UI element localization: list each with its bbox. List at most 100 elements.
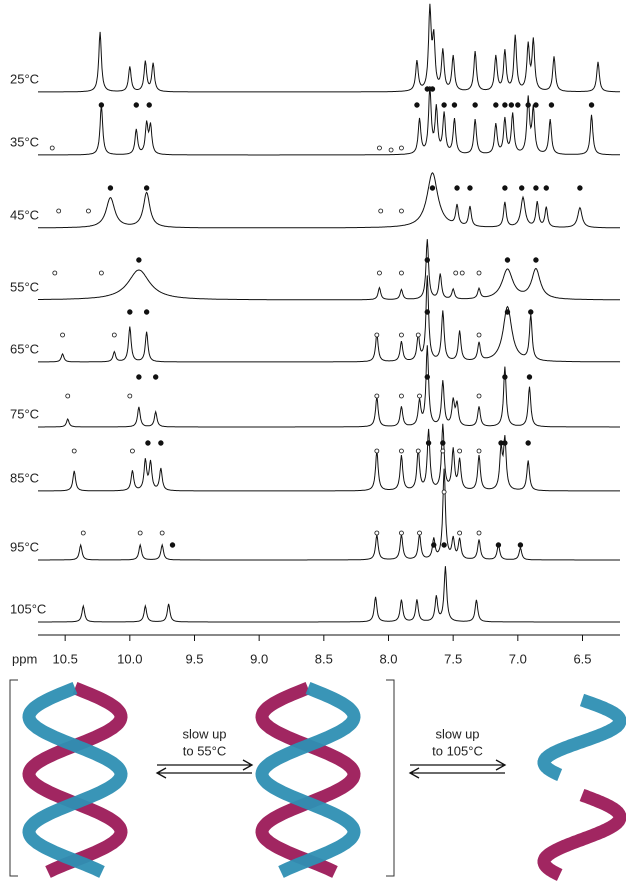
filled-marker [145, 440, 151, 446]
arrow [408, 767, 505, 779]
filled-marker [98, 102, 105, 108]
filled-marker [146, 102, 152, 108]
temperature-label: 85°C [10, 470, 39, 485]
temperature-label: 45°C [10, 207, 39, 222]
open-marker [399, 208, 404, 214]
temperature-label: 55°C [10, 279, 39, 294]
helix-strand [537, 788, 626, 881]
spectrum [38, 468, 620, 561]
filled-marker [543, 185, 549, 191]
filled-marker [425, 440, 432, 446]
spectrum [38, 345, 620, 428]
filled-marker [467, 185, 473, 191]
open-marker [399, 530, 404, 536]
helix-strand [22, 681, 128, 878]
filled-marker [502, 102, 508, 108]
filled-marker [143, 185, 150, 191]
open-marker [377, 270, 382, 276]
open-marker [399, 448, 404, 454]
open-marker [399, 393, 404, 399]
open-marker [415, 332, 421, 338]
spectrum [38, 275, 621, 363]
filled-marker [133, 102, 139, 108]
open-marker [476, 448, 482, 454]
filled-marker [136, 374, 142, 380]
filled-marker [533, 185, 539, 191]
filled-marker [158, 440, 164, 446]
filled-marker [526, 374, 533, 380]
open-marker [111, 332, 117, 338]
temperature-label: 105°C [10, 601, 46, 616]
open-marker [399, 270, 404, 276]
filled-marker [533, 257, 539, 263]
spectrum [38, 423, 620, 492]
arrow [410, 759, 507, 771]
x-tick-label: 10.5 [53, 651, 78, 666]
open-marker [71, 448, 77, 454]
open-marker [399, 145, 404, 151]
arrow-label: to 105°C [432, 743, 483, 758]
spectrum [38, 85, 620, 156]
filled-marker [424, 257, 430, 263]
open-marker [476, 270, 482, 276]
open-marker [459, 270, 465, 276]
open-marker [127, 393, 133, 399]
x-tick-label: 9.5 [185, 651, 203, 666]
filled-marker [169, 542, 176, 548]
open-marker [374, 530, 380, 536]
filled-marker [504, 257, 511, 263]
filled-marker [493, 102, 499, 108]
spectrum [38, 3, 621, 93]
filled-marker [548, 102, 555, 108]
axis-label: ppm [12, 651, 37, 666]
open-marker [159, 530, 165, 536]
spectrum [38, 172, 620, 229]
filled-marker [515, 102, 521, 108]
open-marker [457, 448, 463, 454]
open-marker [98, 270, 104, 276]
spectrum [38, 566, 620, 623]
filled-marker [429, 185, 436, 191]
open-marker [374, 332, 380, 338]
open-marker [130, 448, 135, 454]
filled-marker [577, 185, 583, 191]
x-tick-label: 7.0 [509, 651, 527, 666]
bracket [386, 679, 395, 877]
open-marker [86, 208, 91, 214]
filled-marker [127, 309, 133, 315]
arrow [157, 759, 254, 771]
open-marker [49, 145, 55, 151]
temperature-label: 25°C [10, 71, 39, 86]
filled-marker [519, 185, 525, 191]
filled-marker [472, 102, 478, 108]
bracket [9, 679, 18, 877]
temperature-label: 65°C [10, 341, 39, 356]
open-marker [476, 530, 482, 536]
filled-marker [495, 542, 502, 548]
helix-strand [537, 693, 626, 782]
open-marker [415, 448, 421, 454]
x-tick-label: 10.0 [117, 651, 142, 666]
open-marker [417, 393, 422, 399]
filled-marker [451, 102, 458, 108]
open-marker [52, 270, 58, 276]
filled-marker [528, 309, 534, 315]
x-tick-label: 7.5 [444, 651, 462, 666]
open-marker [377, 145, 382, 151]
temperature-label: 75°C [10, 406, 39, 421]
filled-marker [440, 440, 446, 446]
open-marker [388, 147, 394, 153]
open-marker [457, 530, 463, 536]
filled-marker [454, 185, 460, 191]
filled-marker [588, 102, 595, 108]
filled-marker [517, 542, 524, 548]
x-tick-label: 9.0 [250, 651, 268, 666]
x-tick-label: 6.5 [573, 651, 591, 666]
filled-marker [152, 374, 159, 380]
open-marker [378, 208, 384, 214]
open-marker [374, 393, 380, 399]
open-marker [476, 332, 482, 338]
temperature-label: 35°C [10, 134, 39, 149]
open-marker [453, 270, 459, 276]
